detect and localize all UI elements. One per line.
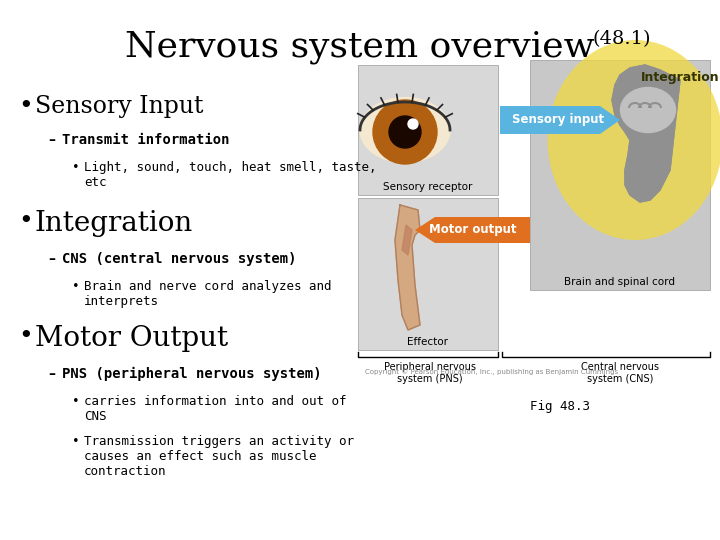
Text: •: •	[72, 280, 79, 293]
Text: –: –	[48, 133, 55, 147]
Text: Central nervous
system (CNS): Central nervous system (CNS)	[581, 362, 659, 383]
Text: Brain and nerve cord analyzes and
interprets: Brain and nerve cord analyzes and interp…	[84, 280, 331, 308]
Text: –: –	[48, 367, 55, 381]
Circle shape	[389, 116, 421, 148]
Text: Sensory receptor: Sensory receptor	[383, 182, 473, 192]
Ellipse shape	[621, 87, 675, 132]
FancyBboxPatch shape	[358, 198, 498, 350]
FancyBboxPatch shape	[358, 65, 498, 195]
Text: •: •	[18, 95, 32, 118]
Text: •: •	[72, 435, 79, 448]
Text: (48.1): (48.1)	[592, 30, 650, 48]
Polygon shape	[395, 205, 420, 330]
Ellipse shape	[360, 98, 450, 163]
FancyArrow shape	[500, 106, 620, 134]
Text: Effector: Effector	[408, 337, 449, 347]
Text: Motor Output: Motor Output	[35, 325, 228, 352]
Circle shape	[408, 119, 418, 129]
FancyBboxPatch shape	[530, 60, 710, 290]
Text: •: •	[18, 210, 32, 233]
Text: Sensory input: Sensory input	[512, 113, 604, 126]
Polygon shape	[636, 132, 645, 180]
Text: Integration: Integration	[35, 210, 193, 237]
Ellipse shape	[621, 87, 675, 132]
Text: Integration: Integration	[641, 71, 719, 84]
Text: Brain and spinal cord: Brain and spinal cord	[564, 277, 675, 287]
Polygon shape	[402, 225, 412, 255]
FancyArrow shape	[415, 217, 530, 243]
Text: –: –	[48, 252, 55, 266]
Text: Copyright © Pearson Education, Inc., publishing as Benjamin Cummings: Copyright © Pearson Education, Inc., pub…	[365, 368, 618, 375]
Text: •: •	[72, 395, 79, 408]
Text: •: •	[18, 325, 32, 348]
Text: Fig 48.3: Fig 48.3	[530, 400, 590, 413]
Text: Sensory Input: Sensory Input	[35, 95, 204, 118]
Text: PNS (peripheral nervous system): PNS (peripheral nervous system)	[62, 367, 322, 381]
Text: Transmit information: Transmit information	[62, 133, 230, 147]
Polygon shape	[612, 65, 680, 202]
Text: Motor output: Motor output	[429, 224, 517, 237]
Polygon shape	[612, 65, 680, 202]
Ellipse shape	[547, 40, 720, 240]
Text: Transmission triggers an activity or
causes an effect such as muscle
contraction: Transmission triggers an activity or cau…	[84, 435, 354, 478]
Text: CNS (central nervous system): CNS (central nervous system)	[62, 252, 297, 266]
Text: carries information into and out of
CNS: carries information into and out of CNS	[84, 395, 346, 423]
Text: Nervous system overview: Nervous system overview	[125, 30, 595, 64]
Text: Light, sound, touch, heat smell, taste,
etc: Light, sound, touch, heat smell, taste, …	[84, 161, 377, 189]
Text: •: •	[72, 161, 79, 174]
Text: Peripheral nervous
system (PNS): Peripheral nervous system (PNS)	[384, 362, 476, 383]
Circle shape	[373, 100, 437, 164]
